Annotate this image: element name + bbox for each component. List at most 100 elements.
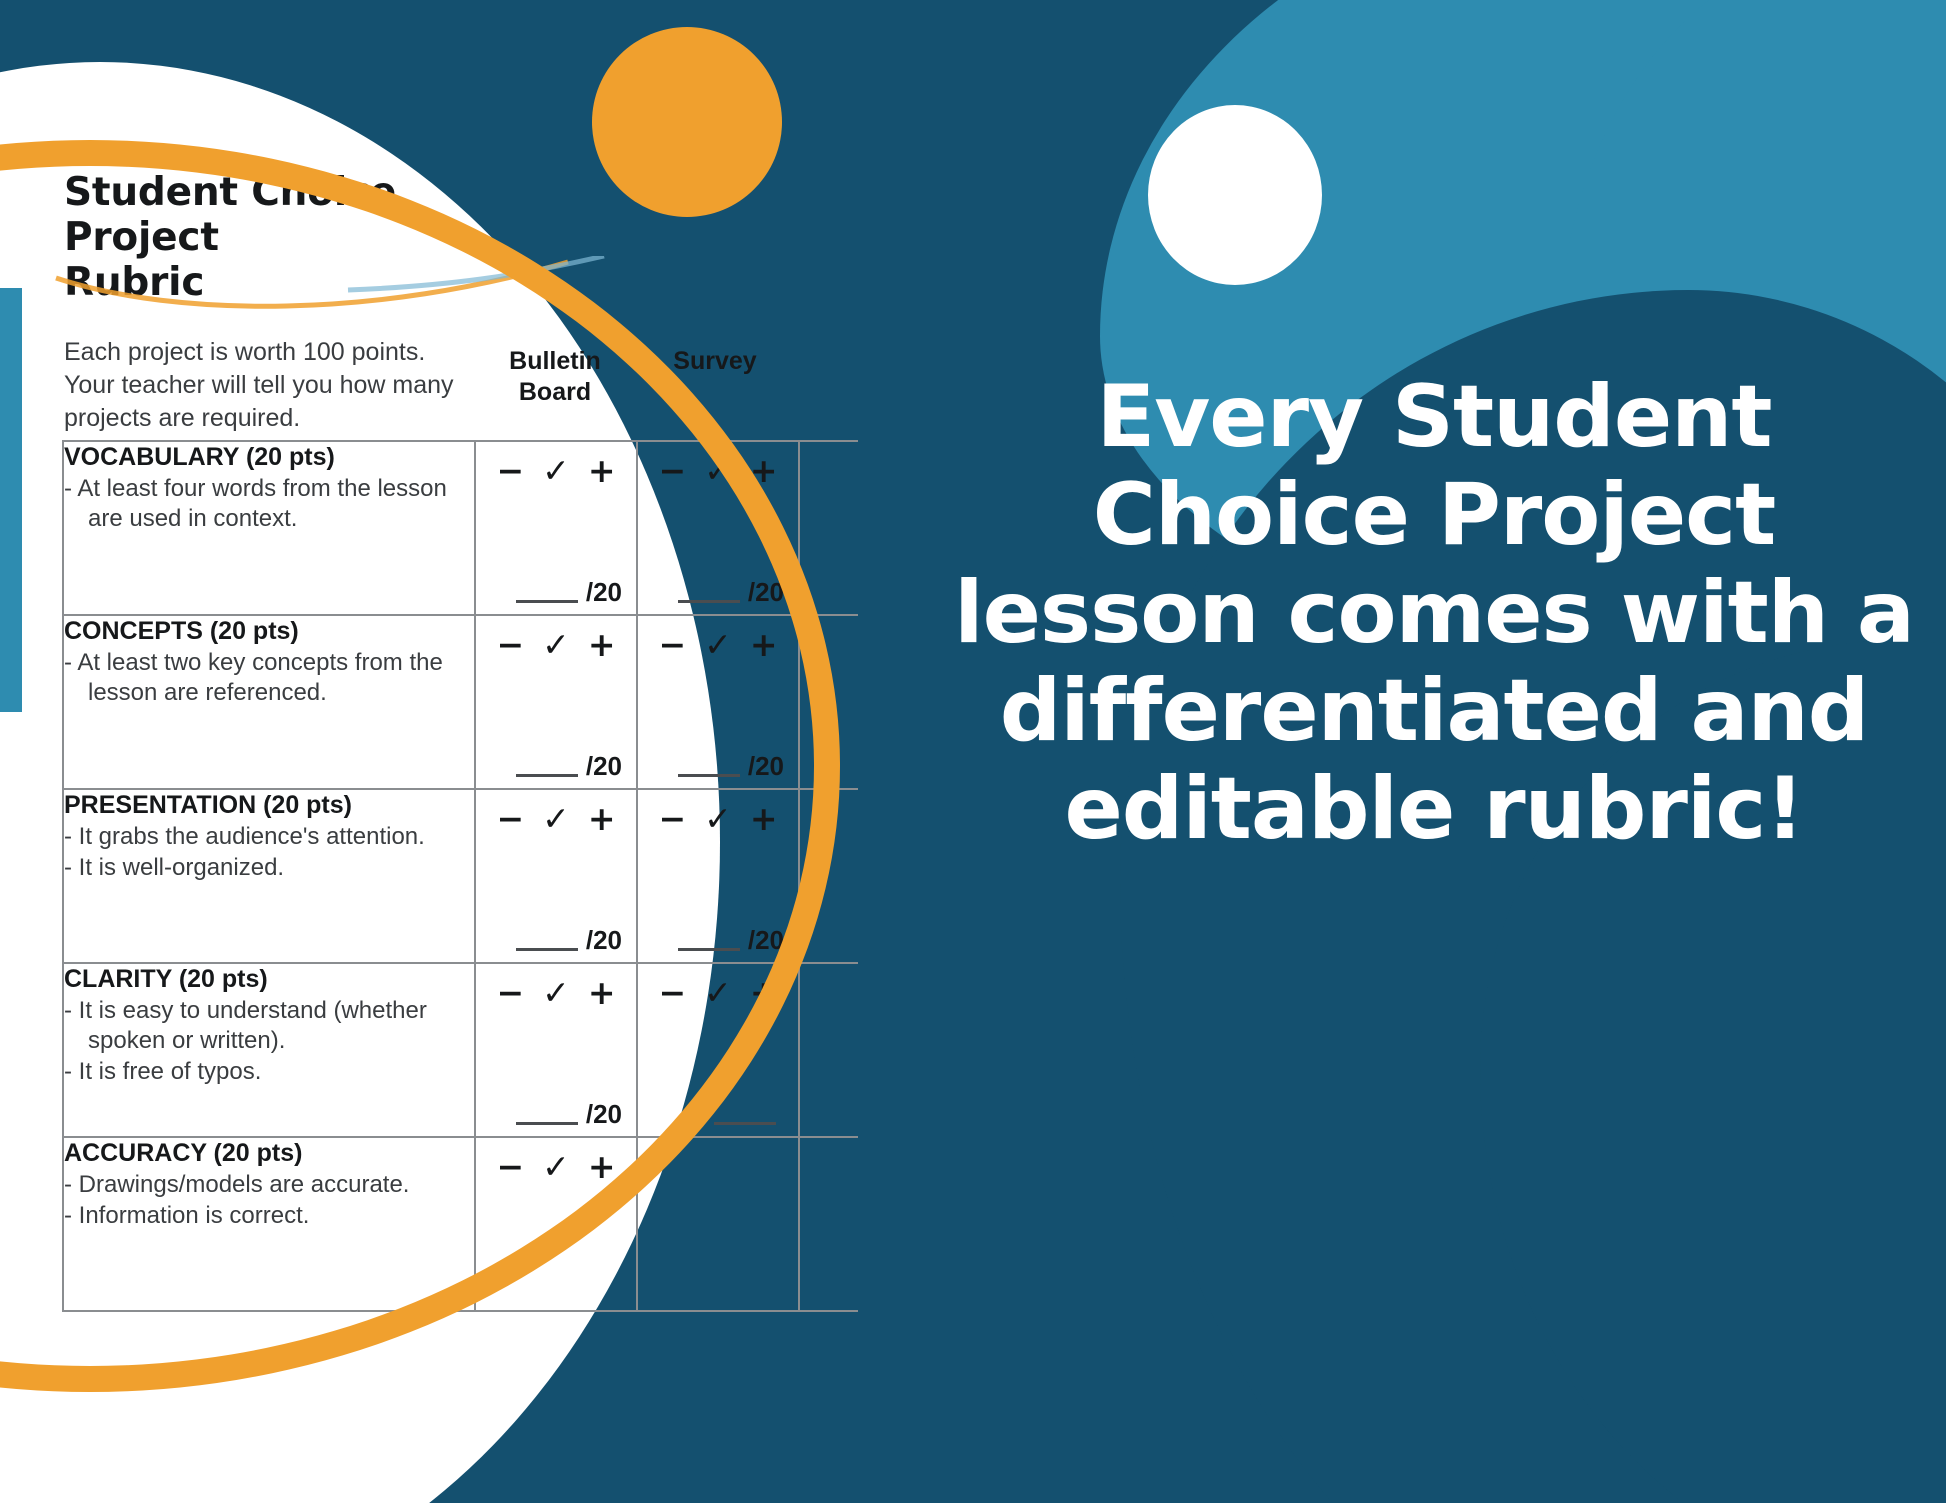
check-icon[interactable]: ✓ xyxy=(542,625,570,664)
score-entry-line[interactable]: /20 xyxy=(677,925,784,956)
score-entry-line[interactable] xyxy=(714,1099,784,1130)
score-entry-line[interactable]: /20 xyxy=(515,925,622,956)
minus-icon[interactable]: − xyxy=(496,1147,525,1186)
list-item: - It grabs the audience's attention. xyxy=(64,823,425,850)
score-cell-third[interactable]: − xyxy=(798,788,858,964)
check-icon[interactable]: ✓ xyxy=(704,625,732,664)
mark-options[interactable]: − xyxy=(800,616,858,661)
score-blank[interactable] xyxy=(677,930,740,951)
mark-options[interactable]: − ✓ + xyxy=(638,442,798,487)
mark-options[interactable]: − xyxy=(800,790,858,835)
table-row: CONCEPTS (20 pts) - At least two key con… xyxy=(62,614,858,790)
plus-icon[interactable]: + xyxy=(749,973,778,1012)
criterion-bullets: - At least four words from the lesson ar… xyxy=(64,474,474,534)
mark-options[interactable]: − ✓ + xyxy=(476,790,636,835)
decorative-orange-circle xyxy=(592,27,782,217)
minus-icon[interactable]: − xyxy=(658,625,687,664)
criterion-bullets: - At least two key concepts from the les… xyxy=(64,648,474,708)
score-cell-bulletin-board[interactable]: − ✓ + /20 xyxy=(474,614,638,790)
score-cell-bulletin-board[interactable]: − ✓ + /20 xyxy=(474,788,638,964)
score-denominator: /20 xyxy=(585,1099,622,1129)
score-cell-third[interactable] xyxy=(798,1136,858,1312)
score-entry-line[interactable]: /20 xyxy=(677,577,784,608)
score-blank[interactable] xyxy=(515,930,578,951)
column-header-survey: Survey xyxy=(640,346,790,377)
score-cell-survey[interactable]: − ✓ + /20 xyxy=(636,788,800,964)
criterion-title: ACCURACY (20 pts) xyxy=(64,1139,303,1167)
score-blank[interactable] xyxy=(677,756,740,777)
criterion-cell: CLARITY (20 pts) - It is easy to underst… xyxy=(62,962,476,1138)
score-cell-survey[interactable]: − ✓ + xyxy=(636,962,800,1138)
document-title: Student Choice Project Rubric xyxy=(64,170,484,306)
plus-icon[interactable]: + xyxy=(587,973,616,1012)
document-teal-edge-strip xyxy=(0,288,22,712)
table-row: PRESENTATION (20 pts) - It grabs the aud… xyxy=(62,788,858,964)
minus-icon[interactable]: − xyxy=(658,973,687,1012)
column-header-bulletin-board: Bulletin Board xyxy=(480,346,630,407)
score-blank[interactable] xyxy=(714,1104,776,1125)
score-cell-third[interactable] xyxy=(798,962,858,1138)
plus-icon[interactable]: + xyxy=(587,625,616,664)
mark-options[interactable]: − ✓ + xyxy=(476,964,636,1009)
score-entry-line[interactable]: /20 xyxy=(677,751,784,782)
score-cell-third[interactable]: − xyxy=(798,614,858,790)
minus-icon[interactable]: − xyxy=(496,625,525,664)
plus-icon[interactable]: + xyxy=(749,451,778,490)
score-cell-third[interactable]: − xyxy=(798,440,858,616)
score-blank[interactable] xyxy=(515,1104,578,1125)
score-denominator: /20 xyxy=(585,925,622,955)
minus-icon[interactable]: − xyxy=(658,451,687,490)
list-item: - At least two key concepts from the les… xyxy=(64,649,443,706)
check-icon[interactable]: ✓ xyxy=(542,451,570,490)
minus-icon[interactable]: − xyxy=(496,799,525,838)
table-row: VOCABULARY (20 pts) - At least four word… xyxy=(62,440,858,616)
check-icon[interactable]: ✓ xyxy=(542,973,570,1012)
mark-options[interactable]: − ✓ + xyxy=(638,616,798,661)
rubric-table: VOCABULARY (20 pts) - At least four word… xyxy=(62,440,858,1312)
minus-icon[interactable]: − xyxy=(496,973,525,1012)
plus-icon[interactable]: + xyxy=(749,625,778,664)
score-blank[interactable] xyxy=(677,582,740,603)
check-icon[interactable]: ✓ xyxy=(704,451,732,490)
score-entry-line[interactable]: /20 xyxy=(515,1099,622,1130)
mark-options[interactable]: − ✓ + xyxy=(638,964,798,1009)
check-icon[interactable]: ✓ xyxy=(704,973,732,1012)
check-icon[interactable]: ✓ xyxy=(542,799,570,838)
plus-icon[interactable]: + xyxy=(587,451,616,490)
score-cell-bulletin-board[interactable]: − ✓ + /20 xyxy=(474,440,638,616)
decorative-white-oval xyxy=(1148,105,1322,285)
score-cell-survey[interactable] xyxy=(636,1136,800,1312)
score-blank[interactable] xyxy=(515,582,578,603)
mark-options[interactable]: − xyxy=(800,442,858,487)
score-blank[interactable] xyxy=(515,756,578,777)
score-cell-bulletin-board[interactable]: − ✓ + xyxy=(474,1136,638,1312)
list-item: - It is easy to understand (whether spok… xyxy=(64,997,427,1054)
criterion-bullets: - Drawings/models are accurate. - Inform… xyxy=(64,1170,474,1231)
score-cell-survey[interactable]: − ✓ + /20 xyxy=(636,614,800,790)
mark-options[interactable]: − ✓ + xyxy=(476,1138,636,1183)
minus-icon[interactable]: − xyxy=(658,799,687,838)
list-item: - At least four words from the lesson ar… xyxy=(64,475,447,532)
score-entry-line[interactable]: /20 xyxy=(515,577,622,608)
score-cell-survey[interactable]: − ✓ + /20 xyxy=(636,440,800,616)
criterion-title: VOCABULARY (20 pts) xyxy=(64,443,335,471)
mark-options[interactable]: − ✓ + xyxy=(476,616,636,661)
mark-options[interactable]: − ✓ + xyxy=(638,790,798,835)
check-icon[interactable]: ✓ xyxy=(704,799,732,838)
minus-icon[interactable]: − xyxy=(496,451,525,490)
score-entry-line[interactable]: /20 xyxy=(515,751,622,782)
list-item: - Information is correct. xyxy=(64,1201,310,1229)
plus-icon[interactable]: + xyxy=(587,799,616,838)
plus-icon[interactable]: + xyxy=(587,1147,616,1186)
mark-options[interactable]: − ✓ + xyxy=(476,442,636,487)
score-denominator: /20 xyxy=(585,751,622,781)
criterion-title: PRESENTATION (20 pts) xyxy=(64,791,352,819)
criterion-cell: VOCABULARY (20 pts) - At least four word… xyxy=(62,440,476,616)
criterion-cell: ACCURACY (20 pts) - Drawings/models are … xyxy=(62,1136,476,1312)
list-item: - It is well-organized. xyxy=(64,853,285,881)
check-icon[interactable]: ✓ xyxy=(542,1147,570,1186)
score-cell-bulletin-board[interactable]: − ✓ + /20 xyxy=(474,962,638,1138)
plus-icon[interactable]: + xyxy=(749,799,778,838)
column-header-line1: Survey xyxy=(673,347,757,375)
